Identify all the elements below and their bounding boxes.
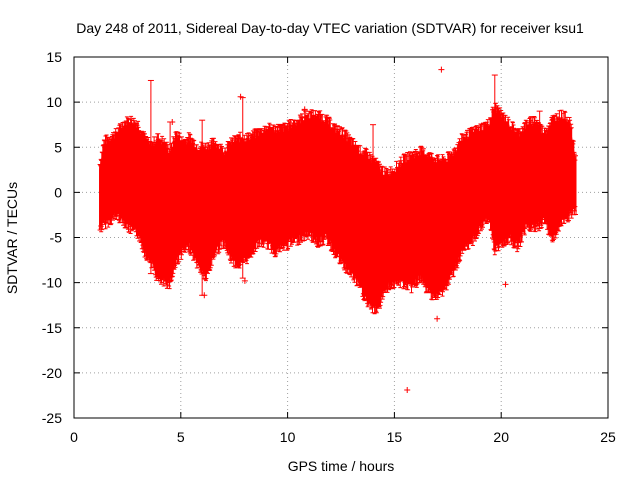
x-tick-label: 0 [70, 429, 78, 445]
sdtvar-errorbars [97, 102, 578, 315]
sdtvar-outlier-point [438, 66, 445, 73]
sdtvar-outlier-point [502, 281, 509, 288]
x-tick-label: 10 [280, 429, 296, 445]
x-tick-label: 5 [177, 429, 185, 445]
y-tick-label: -5 [50, 230, 63, 246]
axis-ticks [73, 56, 609, 419]
sdtvar-outlier-point [425, 156, 432, 163]
x-tick-label: 20 [493, 429, 509, 445]
y-tick-label: -25 [42, 410, 62, 426]
sdtvar-outlier-point [404, 387, 411, 394]
x-tick-label: 15 [387, 429, 403, 445]
y-tick-label: 0 [54, 184, 62, 200]
y-axis-label: SDTVAR / TECUs [4, 182, 20, 294]
y-tick-label: -20 [42, 365, 62, 381]
tick-labels: 0 5 10 15 20 25 -25 -20 -15 -10 -5 0 5 10 15 [42, 49, 616, 445]
y-tick-label: 15 [46, 49, 62, 65]
x-axis-label: GPS time / hours [288, 458, 395, 474]
sdtvar-outlier-point [301, 106, 308, 113]
sdtvar-outlier-point [169, 118, 176, 125]
y-tick-label: -10 [42, 275, 62, 291]
sdtvar-outlier-point [237, 93, 244, 100]
y-tick-label: 5 [54, 139, 62, 155]
y-tick-label: 10 [46, 94, 62, 110]
chart-title: Day 248 of 2011, Sidereal Day-to-day VTE… [76, 20, 584, 36]
sdtvar-outlier-point [434, 315, 441, 322]
data-series-sdtvar [97, 66, 578, 394]
sdtvar-outlier-point [201, 292, 208, 299]
x-tick-label: 25 [600, 429, 616, 445]
y-tick-label: -15 [42, 320, 62, 336]
sdtvar-outlier-point [241, 277, 248, 284]
